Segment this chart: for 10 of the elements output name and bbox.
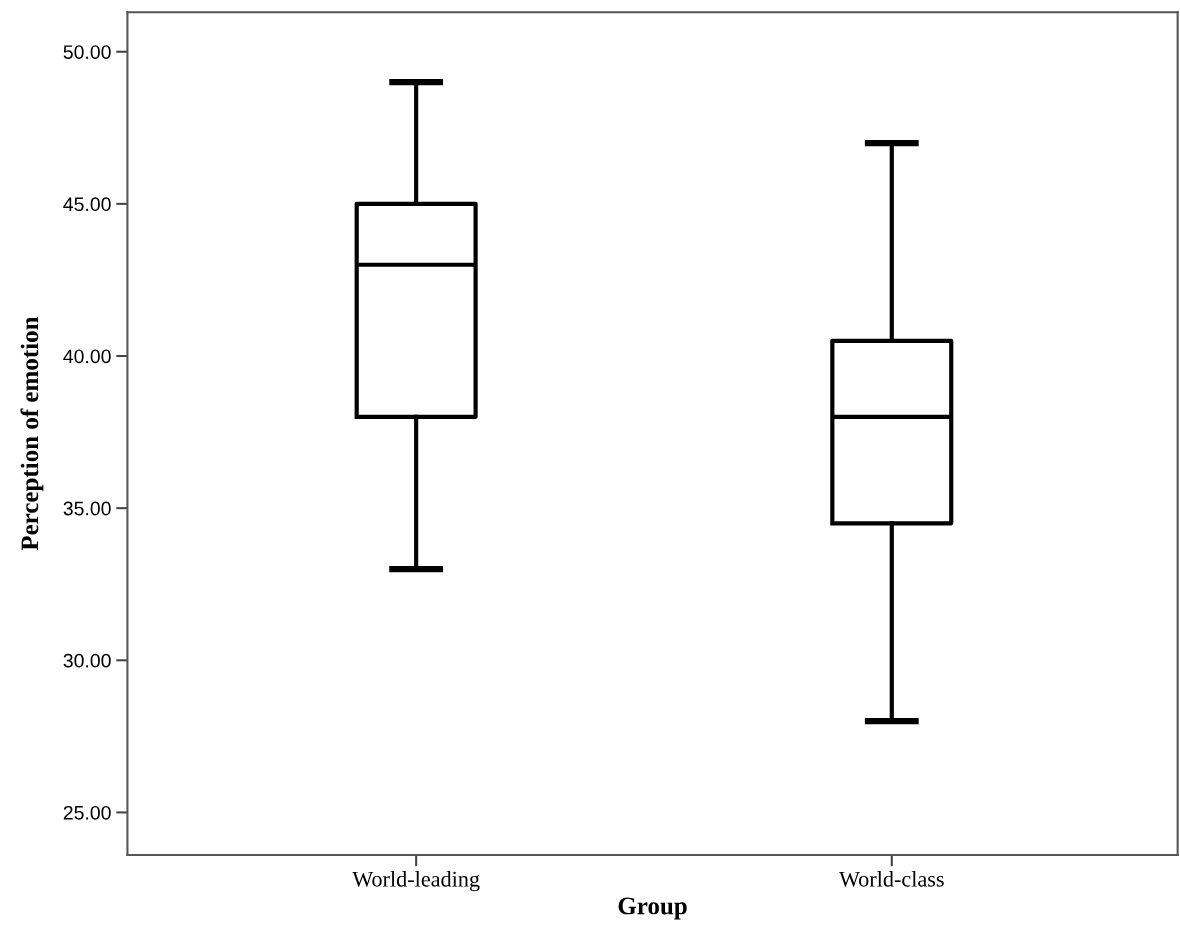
y-tick-label: 25.00: [63, 805, 111, 820]
y-axis-title: Perception of emotion: [20, 316, 44, 551]
y-tick-label: 50.00: [63, 45, 111, 59]
y-tick-label: 30.00: [63, 653, 111, 668]
x-tick-label: World-class: [839, 871, 944, 887]
y-tick-label: 45.00: [63, 197, 111, 212]
x-axis-title: Group: [618, 897, 687, 920]
x-tick-label: World-leading: [352, 871, 480, 892]
y-tick-label: 35.00: [63, 501, 111, 516]
y-tick-label: 40.00: [63, 349, 111, 364]
